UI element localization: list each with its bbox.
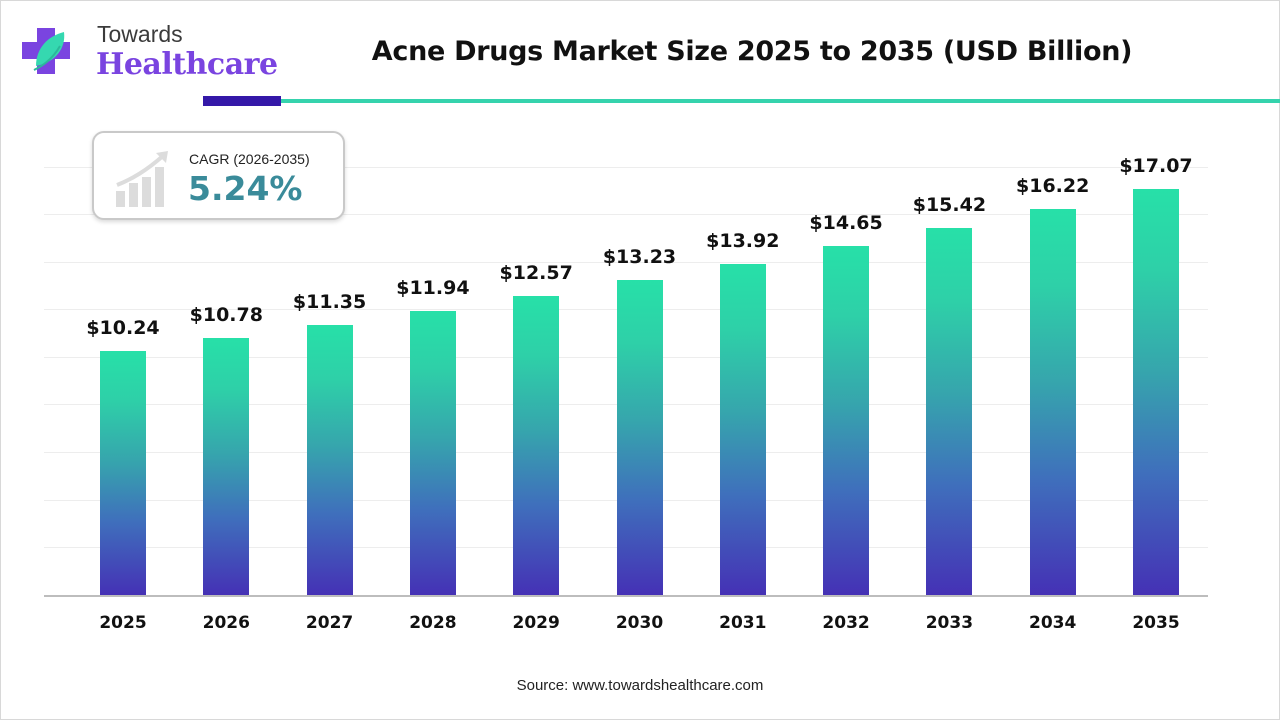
chart-title: Acne Drugs Market Size 2025 to 2035 (USD…: [371, 36, 1133, 67]
cagr-label: CAGR (2026-2035): [189, 151, 310, 167]
cagr-callout: CAGR (2026-2035) 5.24%: [92, 131, 345, 220]
growth-chart-icon: [116, 151, 168, 207]
title-rule-accent: [203, 96, 281, 106]
logo-line1: Towards: [97, 21, 183, 47]
logo: Towards Healthcare: [22, 20, 278, 82]
logo-line2: Healthcare: [96, 47, 278, 82]
title-rule: [281, 99, 1280, 103]
source-note: Source: www.towardshealthcare.com: [516, 677, 764, 694]
medical-cross-leaf-icon: [22, 28, 70, 74]
cagr-value: 5.24%: [188, 169, 303, 208]
